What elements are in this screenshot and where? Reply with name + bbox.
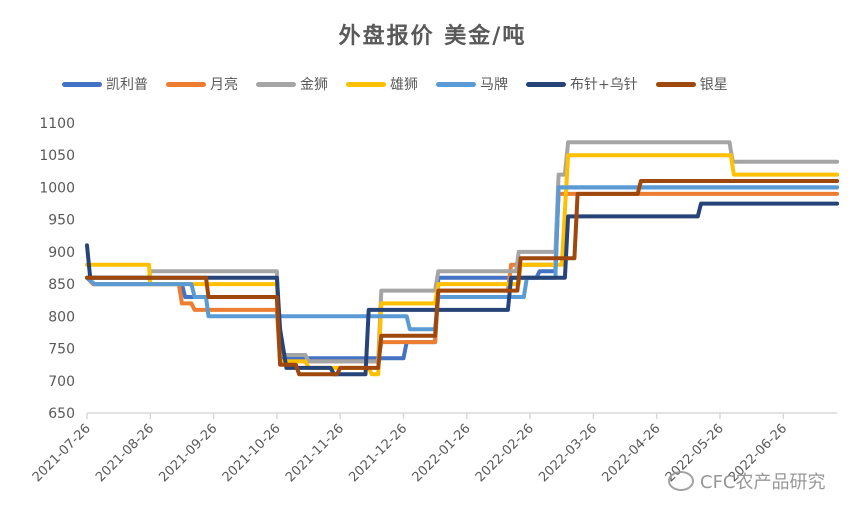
legend-swatch xyxy=(655,81,696,87)
y-tick-label: 700 xyxy=(48,374,75,390)
legend-item: 凯利普 xyxy=(62,74,148,94)
series-line-6 xyxy=(85,179,840,377)
wechat-icon xyxy=(668,471,694,491)
x-tick-label: 2022-01-26 xyxy=(410,421,474,485)
y-tick-label: 650 xyxy=(48,406,75,422)
y-tick-label: 850 xyxy=(48,277,75,293)
legend-label: 金狮 xyxy=(300,77,328,93)
legend-swatch xyxy=(526,81,566,87)
x-tick-label: 2022-02-26 xyxy=(473,421,537,485)
legend-item: 雄狮 xyxy=(346,74,418,94)
x-tick-label: 2021-12-26 xyxy=(346,421,410,485)
legend-label: 月亮 xyxy=(210,77,238,93)
x-tick-label: 2021-08-26 xyxy=(93,421,157,485)
y-tick-label: 900 xyxy=(48,245,75,261)
y-tick-label: 1000 xyxy=(39,180,75,196)
legend-swatch xyxy=(436,81,476,87)
y-tick-label: 950 xyxy=(48,213,75,229)
watermark: CFC农产品研究 xyxy=(668,468,826,494)
y-tick-label: 750 xyxy=(48,342,75,358)
series-line-2 xyxy=(85,140,840,364)
legend-label: 银星 xyxy=(699,77,728,93)
watermark-text: CFC农产品研究 xyxy=(700,472,826,493)
legend-swatch xyxy=(346,81,386,87)
x-tick-label: 2021-07-26 xyxy=(30,421,94,485)
legend-swatch xyxy=(256,81,296,87)
y-tick-label: 800 xyxy=(48,309,75,325)
chart-title: 外盘报价 美金/吨 xyxy=(338,23,527,49)
y-tick-label: 1050 xyxy=(39,148,75,164)
legend-item: 金狮 xyxy=(256,74,328,94)
legend-item: 布针+乌针 xyxy=(526,74,638,94)
x-tick-label: 2021-09-26 xyxy=(156,421,220,485)
legend-label: 凯利普 xyxy=(106,77,148,93)
chart-legend: 凯利普 月亮 金狮 雄狮 马牌 布针+乌针 银星 xyxy=(62,74,746,94)
legend-label: 布针+乌针 xyxy=(570,77,638,93)
legend-item: 马牌 xyxy=(436,74,508,94)
x-tick-label: 2021-10-26 xyxy=(220,421,284,485)
legend-label: 马牌 xyxy=(480,77,508,93)
legend-item: 月亮 xyxy=(166,74,238,94)
legend-item: 银星 xyxy=(655,74,728,94)
legend-swatch xyxy=(166,81,206,87)
y-tick-label: 1100 xyxy=(39,116,75,132)
x-tick-label: 2022-04-26 xyxy=(599,421,663,485)
x-tick-label: 2021-11-26 xyxy=(283,421,347,485)
legend-swatch xyxy=(62,81,102,87)
legend-label: 雄狮 xyxy=(390,77,418,93)
x-tick-label: 2022-03-26 xyxy=(536,421,600,485)
